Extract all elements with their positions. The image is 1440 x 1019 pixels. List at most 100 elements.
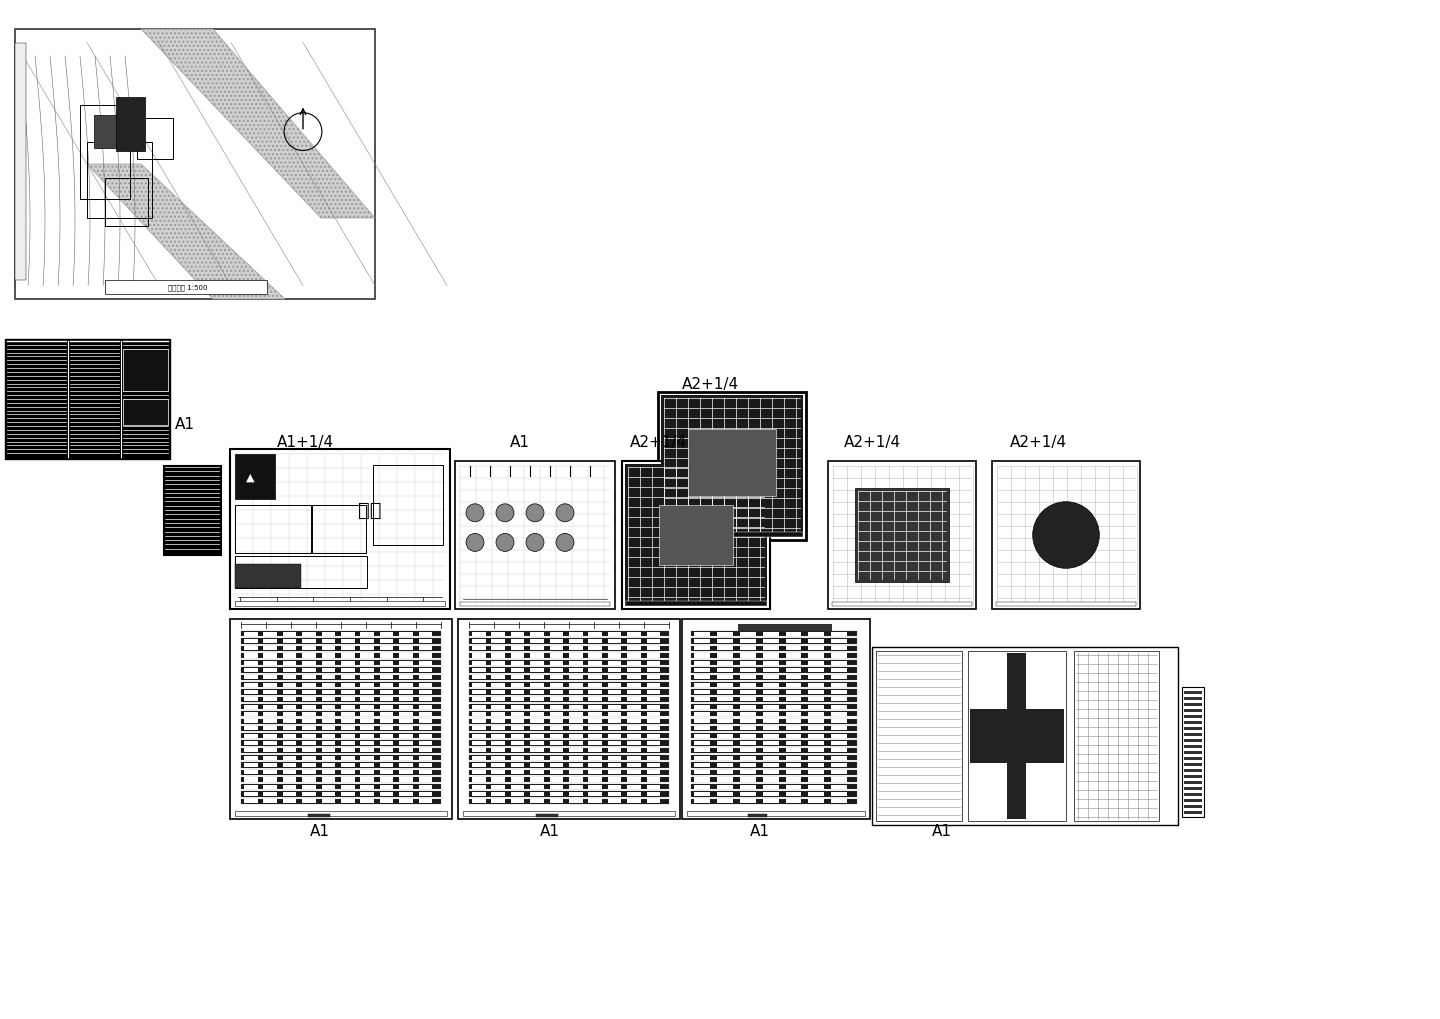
Bar: [589, 800, 602, 804]
Bar: [717, 712, 733, 716]
Bar: [647, 719, 660, 723]
Bar: [419, 770, 432, 774]
Bar: [740, 727, 756, 731]
Bar: [694, 770, 710, 774]
Bar: [360, 705, 374, 709]
Bar: [691, 667, 857, 673]
Bar: [341, 661, 354, 665]
Bar: [264, 756, 276, 760]
Bar: [808, 770, 824, 774]
Bar: [360, 785, 374, 789]
Bar: [763, 639, 779, 643]
Bar: [763, 727, 779, 731]
Bar: [399, 763, 413, 767]
Bar: [694, 734, 710, 738]
Bar: [321, 712, 336, 716]
Bar: [399, 756, 413, 760]
Bar: [321, 661, 336, 665]
Bar: [550, 661, 563, 665]
Bar: [399, 727, 413, 731]
Bar: [608, 777, 621, 782]
Bar: [569, 705, 583, 709]
Bar: [302, 712, 315, 716]
Text: 总图: 总图: [359, 500, 382, 519]
Circle shape: [495, 534, 514, 552]
Bar: [694, 785, 710, 789]
Bar: [691, 697, 857, 702]
Bar: [360, 770, 374, 774]
Bar: [264, 668, 276, 673]
Bar: [282, 749, 297, 753]
Bar: [740, 749, 756, 753]
Bar: [491, 639, 505, 643]
Bar: [785, 632, 802, 636]
Bar: [647, 698, 660, 702]
Bar: [472, 785, 485, 789]
Bar: [589, 749, 602, 753]
Bar: [550, 683, 563, 687]
Bar: [785, 683, 802, 687]
Bar: [472, 719, 485, 723]
Bar: [808, 698, 824, 702]
Bar: [536, 814, 557, 817]
Bar: [491, 741, 505, 745]
Bar: [694, 639, 710, 643]
Bar: [694, 705, 710, 709]
Bar: [763, 661, 779, 665]
Bar: [302, 800, 315, 804]
Bar: [419, 639, 432, 643]
Text: ▲: ▲: [246, 472, 253, 482]
Bar: [302, 683, 315, 687]
Bar: [469, 697, 670, 702]
Bar: [717, 632, 733, 636]
Bar: [530, 698, 544, 702]
Bar: [763, 712, 779, 716]
Bar: [550, 792, 563, 796]
Bar: [785, 785, 802, 789]
Bar: [628, 668, 641, 673]
Bar: [341, 756, 354, 760]
Bar: [245, 770, 258, 774]
Bar: [628, 719, 641, 723]
Bar: [589, 668, 602, 673]
Bar: [245, 668, 258, 673]
Bar: [530, 639, 544, 643]
Bar: [589, 712, 602, 716]
Bar: [321, 676, 336, 680]
Bar: [608, 676, 621, 680]
Bar: [968, 651, 1066, 821]
Bar: [282, 690, 297, 694]
Bar: [691, 777, 857, 783]
Bar: [694, 792, 710, 796]
Bar: [831, 646, 847, 650]
Bar: [717, 785, 733, 789]
Bar: [360, 727, 374, 731]
Bar: [828, 462, 976, 609]
Bar: [530, 646, 544, 650]
Bar: [530, 683, 544, 687]
Bar: [1184, 799, 1202, 802]
Bar: [380, 661, 393, 665]
Bar: [785, 690, 802, 694]
Bar: [873, 647, 1178, 825]
Bar: [530, 676, 544, 680]
Bar: [831, 727, 847, 731]
Bar: [321, 727, 336, 731]
Bar: [1184, 751, 1202, 754]
Bar: [373, 466, 444, 545]
Bar: [1184, 782, 1202, 785]
Bar: [992, 462, 1140, 609]
Bar: [628, 646, 641, 650]
Bar: [511, 712, 524, 716]
Bar: [808, 654, 824, 658]
Bar: [628, 727, 641, 731]
Bar: [455, 462, 615, 609]
Bar: [550, 705, 563, 709]
Bar: [808, 756, 824, 760]
Bar: [608, 727, 621, 731]
Bar: [245, 632, 258, 636]
Bar: [360, 777, 374, 782]
Bar: [785, 712, 802, 716]
Bar: [740, 632, 756, 636]
Text: 总平面图 1:500: 总平面图 1:500: [168, 284, 207, 290]
